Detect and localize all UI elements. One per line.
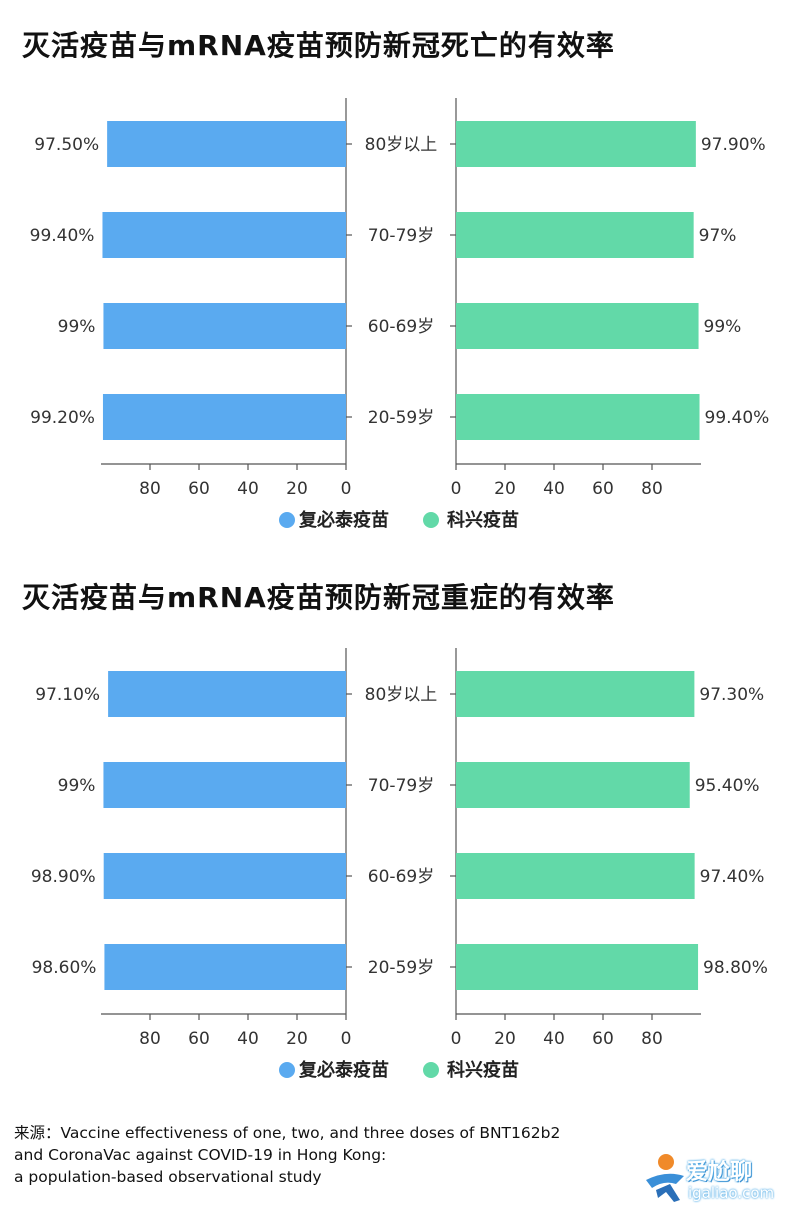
data-label-left: 98.60% <box>32 958 97 978</box>
data-label-right: 97% <box>699 226 737 246</box>
data-label-right: 97.40% <box>700 867 765 887</box>
bar-left <box>103 762 346 808</box>
category-label: 20-59岁 <box>368 958 434 978</box>
x-tick-label: 60 <box>592 1029 614 1049</box>
x-tick-label: 0 <box>341 1029 352 1049</box>
x-tick-label: 20 <box>286 1029 308 1049</box>
bar-left <box>108 671 346 717</box>
category-label: 20-59岁 <box>368 408 434 428</box>
data-label-left: 97.10% <box>35 685 100 705</box>
x-tick-label: 80 <box>139 479 161 499</box>
bar-right <box>456 853 695 899</box>
data-label-left: 99% <box>58 317 96 337</box>
source-line: and CoronaVac against COVID-19 in Hong K… <box>14 1146 387 1164</box>
legend-label: 科兴疫苗 <box>447 1059 519 1081</box>
x-tick-label: 40 <box>543 1029 565 1049</box>
watermark-name: 爱尬聊 <box>686 1160 753 1185</box>
x-tick-label: 20 <box>286 479 308 499</box>
watermark-url: igaliao.com <box>688 1184 775 1202</box>
source-note: 来源：Vaccine effectiveness of one, two, an… <box>14 1122 714 1188</box>
bar-left <box>103 853 346 899</box>
data-label-left: 99.20% <box>30 408 95 428</box>
x-tick-label: 0 <box>451 1029 462 1049</box>
chart-death: 80岁以上 97.50% 97.90% 70-79岁 99.40% 97% 60-69岁 99… <box>30 98 770 531</box>
category-label: 80岁以上 <box>365 685 438 705</box>
bar-right <box>456 303 699 349</box>
legend-swatch <box>423 1062 439 1078</box>
data-label-right: 98.80% <box>703 958 768 978</box>
source-line: 来源：Vaccine effectiveness of one, two, an… <box>14 1124 561 1142</box>
bar-right <box>456 121 696 167</box>
data-label-right: 97.30% <box>699 685 764 705</box>
data-label-right: 97.90% <box>701 135 766 155</box>
source-line: a population-based observational study <box>14 1168 322 1186</box>
legend-swatch <box>279 1062 295 1078</box>
x-tick-label: 60 <box>188 1029 210 1049</box>
bar-left <box>103 303 346 349</box>
bar-left <box>107 121 346 167</box>
x-tick-label: 80 <box>641 479 663 499</box>
data-label-left: 99% <box>58 776 96 796</box>
x-tick-label: 80 <box>641 1029 663 1049</box>
x-tick-label: 80 <box>139 1029 161 1049</box>
data-label-left: 97.50% <box>34 135 99 155</box>
x-tick-label: 40 <box>237 479 259 499</box>
x-tick-label: 40 <box>237 1029 259 1049</box>
bar-left <box>102 394 347 440</box>
chart-title-death: 灭活疫苗与mRNA疫苗预防新冠死亡的有效率 <box>22 29 615 62</box>
bar-right <box>456 762 690 808</box>
data-label-right: 95.40% <box>695 776 760 796</box>
legend-label: 复必泰疫苗 <box>298 1059 389 1081</box>
bar-left <box>104 944 347 990</box>
x-tick-label: 0 <box>451 479 462 499</box>
bar-right <box>456 671 695 717</box>
bar-right <box>456 394 700 440</box>
chart-severe: 80岁以上 97.10% 97.30% 70-79岁 99% 95.40% 60-69岁 98… <box>31 648 768 1081</box>
bar-left <box>102 212 346 258</box>
runner-icon <box>646 1154 684 1202</box>
x-tick-label: 60 <box>592 479 614 499</box>
x-tick-label: 40 <box>543 479 565 499</box>
x-tick-label: 20 <box>494 479 516 499</box>
data-label-right: 99.40% <box>705 408 770 428</box>
category-label: 80岁以上 <box>365 135 438 155</box>
legend-swatch <box>423 512 439 528</box>
category-label: 60-69岁 <box>368 867 434 887</box>
legend-label: 科兴疫苗 <box>447 509 519 531</box>
bar-right <box>456 944 699 990</box>
category-label: 60-69岁 <box>368 317 434 337</box>
chart-title-severe: 灭活疫苗与mRNA疫苗预防新冠重症的有效率 <box>22 581 615 614</box>
legend-label: 复必泰疫苗 <box>298 509 389 531</box>
x-tick-label: 20 <box>494 1029 516 1049</box>
category-label: 70-79岁 <box>368 776 434 796</box>
data-label-left: 99.40% <box>30 226 95 246</box>
legend-swatch <box>279 512 295 528</box>
category-label: 70-79岁 <box>368 226 434 246</box>
bar-right <box>456 212 694 258</box>
x-tick-label: 60 <box>188 479 210 499</box>
x-tick-label: 0 <box>341 479 352 499</box>
data-label-left: 98.90% <box>31 867 96 887</box>
data-label-right: 99% <box>704 317 742 337</box>
watermark-logo: 爱尬聊 igaliao.com <box>636 1150 796 1210</box>
